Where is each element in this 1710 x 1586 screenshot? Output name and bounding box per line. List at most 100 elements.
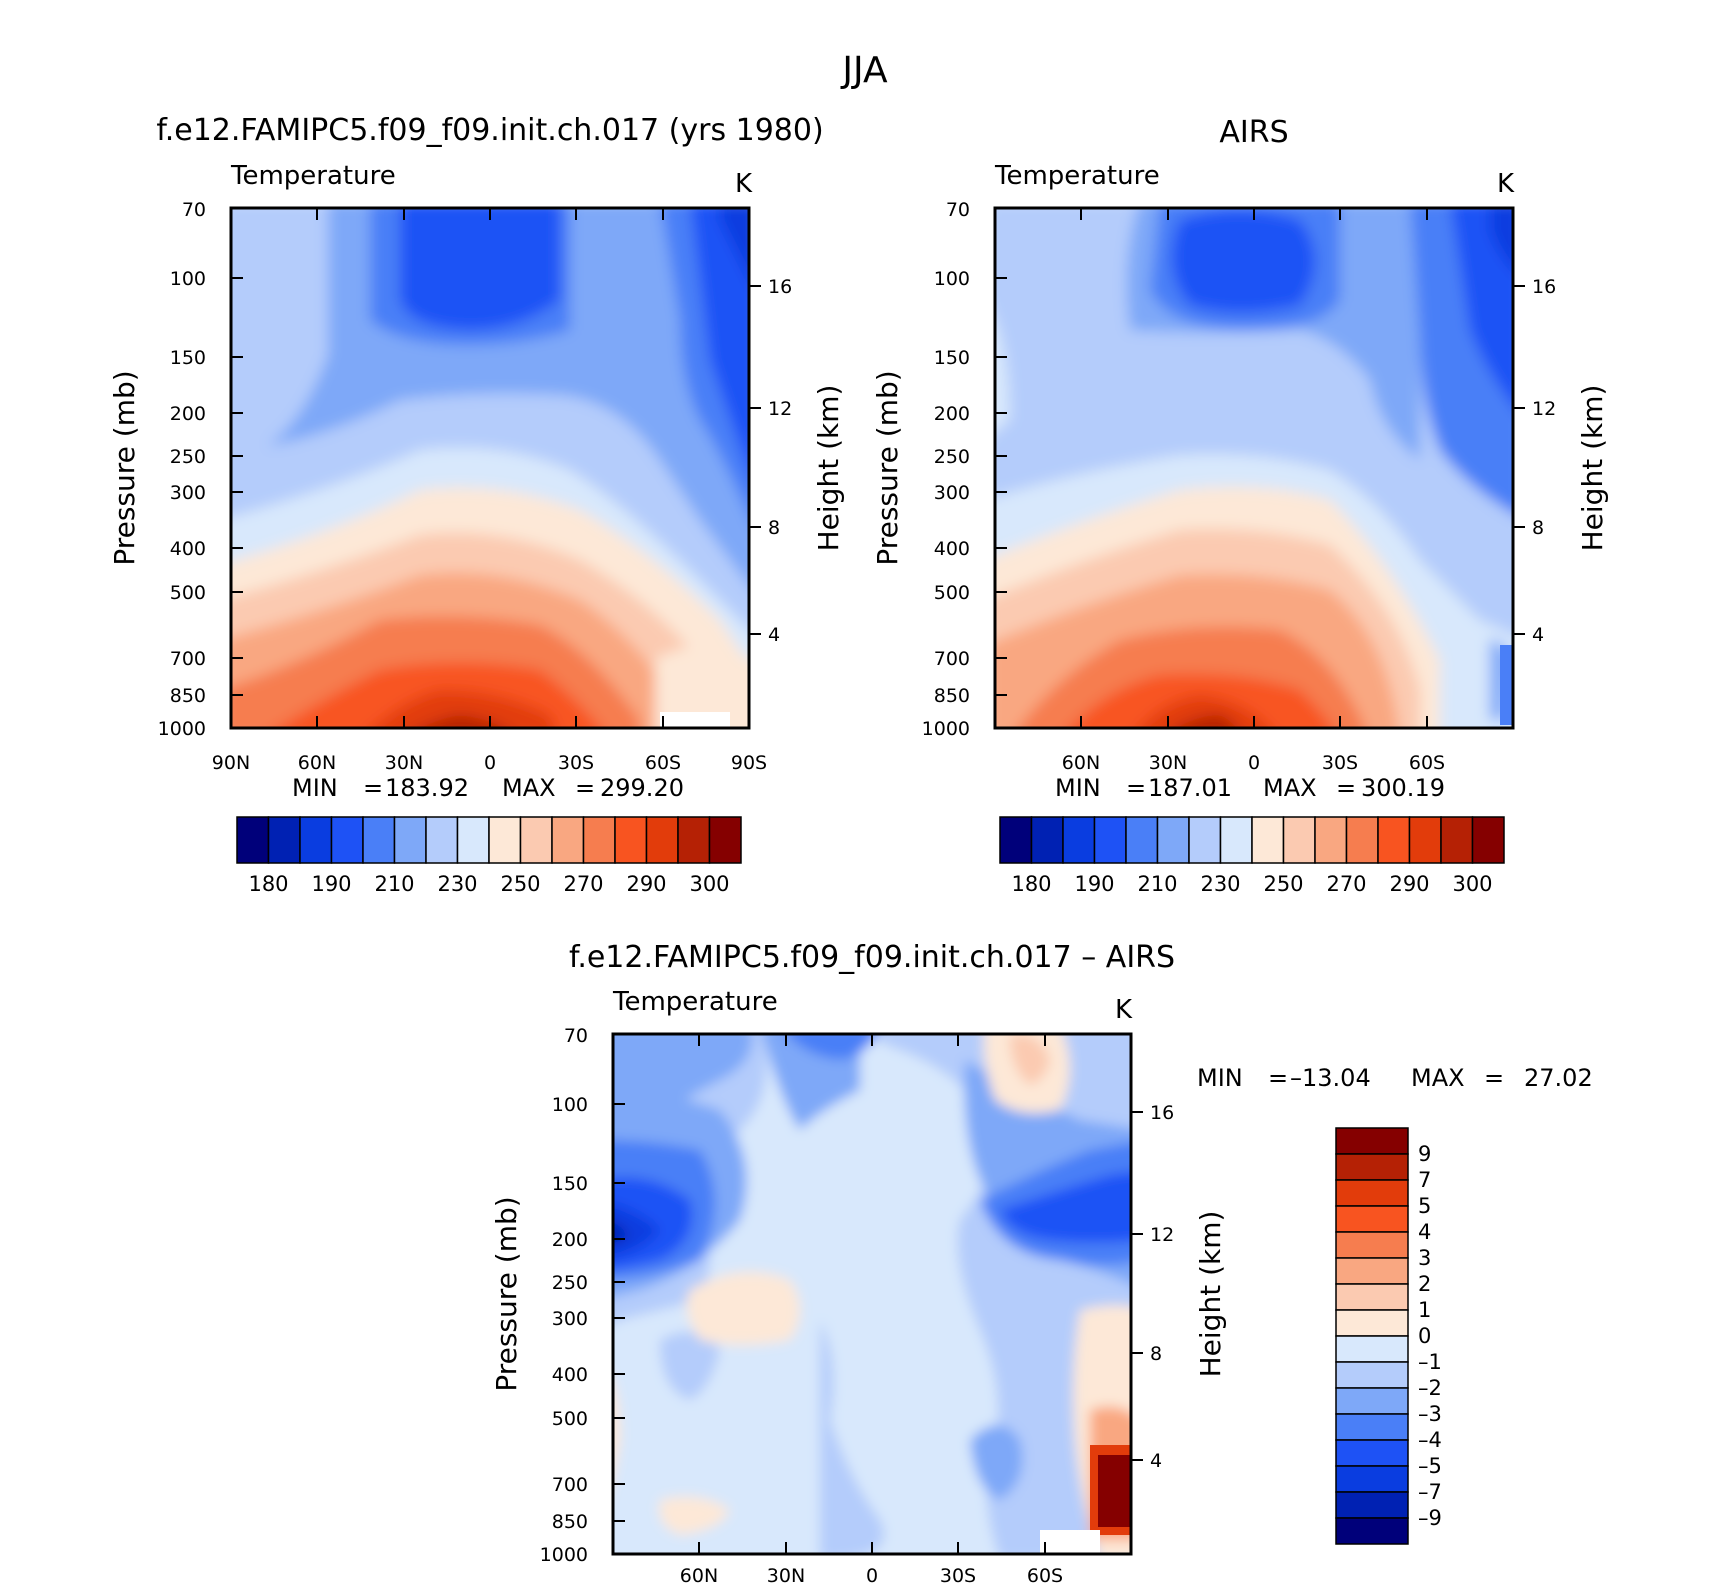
panel-airs-colorbar: 180 190 210 230 250 270 290 300	[999, 816, 1505, 896]
panel-diff-units: K	[1115, 995, 1133, 1025]
x-tick-label: 90N	[212, 752, 250, 774]
colorbar-swatch	[519, 816, 553, 864]
x-tick-label: 0	[484, 752, 496, 774]
colorbar-swatch	[1219, 816, 1253, 864]
y-tick-label: 1000	[922, 718, 970, 740]
height-tick-label: 16	[768, 276, 792, 298]
panel-airs: AIRS Temperature K	[871, 115, 1609, 896]
panel-airs-variable: Temperature	[994, 161, 1160, 191]
colorbar-label: –2	[1418, 1376, 1442, 1400]
colorbar-label: –1	[1418, 1350, 1442, 1374]
height-tick-label: 8	[1532, 517, 1544, 539]
y-tick-label: 100	[934, 268, 970, 290]
max-value: 27.02	[1524, 1064, 1593, 1092]
panel-airs-ylabel-right: Height (km)	[1576, 385, 1609, 552]
colorbar-swatch	[1335, 1439, 1409, 1467]
colorbar-swatch	[1335, 1179, 1409, 1207]
x-tick-label: 90S	[731, 752, 767, 774]
colorbar-swatch	[1156, 816, 1190, 864]
colorbar-label: 5	[1418, 1194, 1431, 1218]
colorbar-label: 250	[500, 872, 540, 896]
y-tick-label: 850	[934, 685, 970, 707]
equals-sign: =	[1126, 774, 1146, 802]
colorbar-label: 270	[1326, 872, 1366, 896]
y-tick-label: 850	[552, 1511, 588, 1533]
colorbar-swatch	[1335, 1335, 1409, 1363]
panel-airs-x-ticklabels: 60N 30N 0 30S 60S	[1062, 752, 1445, 774]
panel-model-ticks	[230, 207, 761, 729]
colorbar-swatch	[1251, 816, 1285, 864]
y-tick-label: 250	[934, 446, 970, 468]
colorbar-label: 7	[1418, 1168, 1431, 1192]
colorbar-swatch	[362, 816, 396, 864]
panel-model-x-ticklabels: 90N 60N 30N 0 30S 60S 90S	[212, 752, 767, 774]
panel-model-height-ticklabels: 16 12 8 4	[768, 276, 792, 646]
colorbar-swatch	[1335, 1127, 1409, 1155]
x-tick-label: 30N	[767, 1565, 805, 1586]
colorbar-label: 1	[1418, 1298, 1431, 1322]
min-label: MIN	[1197, 1064, 1243, 1092]
colorbar-label: 230	[1200, 872, 1240, 896]
equals-sign: =	[1268, 1064, 1288, 1092]
colorbar-swatch	[1335, 1361, 1409, 1389]
x-tick-label: 60S	[645, 752, 681, 774]
panel-diff-y-ticklabels: 70 100 150 200 250 300 400 500 700 850 1…	[540, 1025, 588, 1566]
height-tick-label: 4	[1150, 1450, 1162, 1472]
colorbar-swatch	[1062, 816, 1096, 864]
colorbar-swatch	[1377, 816, 1411, 864]
colorbar-swatch	[236, 816, 270, 864]
height-tick-label: 12	[1150, 1224, 1174, 1246]
min-label: MIN	[1055, 774, 1101, 802]
panel-diff-x-ticklabels: 60N 30N 0 30S 60S	[680, 1565, 1063, 1586]
colorbar-swatch	[1335, 1491, 1409, 1519]
colorbar-label: 2	[1418, 1272, 1431, 1296]
panel-model-colorbar: 180 190 210 230 250 270 290 300	[236, 816, 742, 896]
colorbar-swatch	[614, 816, 648, 864]
equals-sign: =	[1484, 1064, 1504, 1092]
colorbar-swatch	[1345, 816, 1379, 864]
x-tick-label: 0	[1248, 752, 1260, 774]
colorbar-swatch	[1314, 816, 1348, 864]
colorbar-label: 210	[1137, 872, 1177, 896]
y-tick-label: 150	[934, 347, 970, 369]
colorbar-swatch	[1188, 816, 1222, 864]
colorbar-swatch	[1408, 816, 1442, 864]
colorbar-swatch	[299, 816, 333, 864]
colorbar-swatch	[1125, 816, 1159, 864]
colorbar-swatch	[1335, 1153, 1409, 1181]
equals-sign: =	[363, 774, 383, 802]
x-tick-label: 30S	[1322, 752, 1358, 774]
max-label: MAX	[1263, 774, 1317, 802]
y-tick-label: 200	[552, 1229, 588, 1251]
colorbar-swatch	[582, 816, 616, 864]
panel-airs-units: K	[1497, 169, 1515, 199]
colorbar-swatch	[1335, 1283, 1409, 1311]
colorbar-label: 230	[437, 872, 477, 896]
y-tick-label: 400	[170, 538, 206, 560]
x-tick-label: 60N	[298, 752, 336, 774]
colorbar-label: 190	[311, 872, 351, 896]
colorbar-swatch	[1335, 1309, 1409, 1337]
y-tick-label: 70	[564, 1025, 588, 1047]
y-tick-label: 200	[170, 403, 206, 425]
colorbar-label: 270	[563, 872, 603, 896]
y-tick-label: 700	[170, 648, 206, 670]
colorbar-swatch	[393, 816, 427, 864]
colorbar-swatch	[1093, 816, 1127, 864]
y-tick-label: 150	[552, 1173, 588, 1195]
figure-title: JJA	[840, 50, 888, 91]
colorbar-swatch	[425, 816, 459, 864]
colorbar-label: 3	[1418, 1246, 1431, 1270]
y-tick-label: 700	[934, 648, 970, 670]
colorbar-swatch	[330, 816, 364, 864]
colorbar-label: 9	[1418, 1142, 1431, 1166]
colorbar-swatch	[267, 816, 301, 864]
x-tick-label: 30S	[940, 1565, 976, 1586]
panel-model: f.e12.FAMIPC5.f09_f09.init.ch.017 (yrs 1…	[108, 113, 845, 896]
colorbar-label: 250	[1263, 872, 1303, 896]
colorbar-label: 4	[1418, 1220, 1431, 1244]
colorbar-swatch	[999, 816, 1033, 864]
x-tick-label: 60S	[1027, 1565, 1063, 1586]
height-tick-label: 12	[1532, 398, 1556, 420]
